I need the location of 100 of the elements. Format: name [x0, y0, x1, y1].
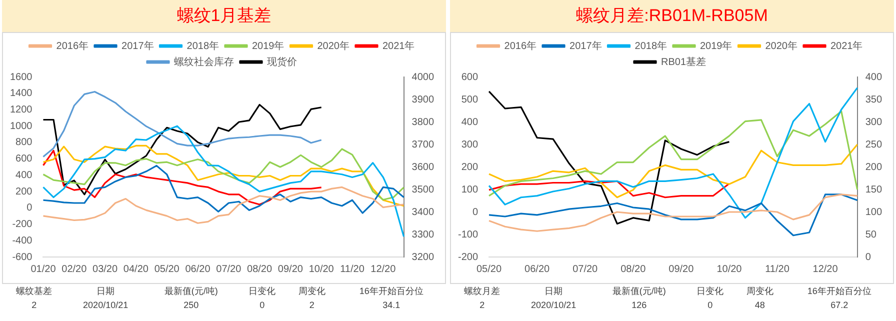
x-tick-label: 06/20: [524, 264, 550, 275]
y-tick-label: 100: [461, 184, 478, 196]
y-tick-label: 1000: [10, 120, 33, 132]
x-tick-label: 10/20: [308, 264, 334, 275]
y-tick-label: 600: [461, 72, 478, 83]
legend-label: 2019年: [252, 40, 284, 52]
y2-tick-label: 3900: [412, 94, 434, 106]
legend-label: 2016年: [56, 40, 89, 52]
y-tick-label: -200: [458, 252, 478, 263]
y2-tick-label: 300: [865, 116, 882, 128]
y-tick-label: 500: [461, 94, 478, 106]
text: 2: [30, 299, 38, 311]
x-tick-label: 05/20: [154, 264, 180, 275]
y-tick-label: 400: [16, 170, 33, 181]
text: 日期: [96, 285, 116, 298]
y-tick-label: 0: [26, 202, 33, 214]
text: 最新值(元/吨): [611, 285, 667, 298]
x-tick-label: 06/20: [185, 264, 211, 275]
x-tick-label: 08/20: [247, 264, 272, 275]
chart-title: 螺纹月差:RB01M-RB05M: [450, 0, 894, 32]
text: 126: [630, 299, 648, 311]
legend-label: 2021年: [382, 40, 415, 52]
y2-tick-label: 400: [865, 72, 882, 83]
text: 日期: [544, 285, 564, 298]
y2-tick-label: 3700: [412, 139, 434, 150]
y-tick-label: 800: [16, 137, 33, 148]
text: 2: [478, 299, 486, 311]
legend-label: 2018年: [186, 40, 220, 52]
text: 16年开始百分位: [806, 285, 872, 298]
y2-tick-label: 0: [865, 252, 872, 263]
text: 67.2: [830, 299, 850, 311]
y-tick-label: 1400: [10, 88, 33, 100]
text: 0: [258, 299, 266, 311]
x-tick-label: 10/20: [716, 264, 742, 275]
text: 0: [706, 299, 714, 311]
text: 螺纹基差: [15, 285, 54, 298]
x-tick-label: 09/20: [668, 264, 694, 275]
y-tick-label: 0: [472, 206, 478, 218]
y2-tick-label: 3600: [412, 162, 434, 173]
text: 34.1: [382, 299, 402, 311]
x-tick-label: 07/20: [572, 264, 598, 275]
legend-label: 现货价: [267, 56, 297, 68]
y-tick-label: 1200: [10, 104, 33, 116]
y-tick-label: 300: [461, 139, 478, 150]
y-tick-label: 400: [461, 116, 478, 128]
legend-label: 2016年: [504, 40, 537, 52]
y-tick-label: 600: [16, 154, 33, 165]
y-tick-label: -600: [12, 252, 33, 263]
y2-tick-label: 3500: [412, 184, 434, 196]
x-tick-label: 12/20: [370, 264, 396, 275]
text: 最新值(元/吨): [163, 285, 219, 298]
text: 2020/10/21: [82, 299, 130, 311]
text: 日变化: [248, 285, 277, 298]
y2-tick-label: 3200: [412, 252, 434, 263]
x-tick-label: 03/20: [92, 264, 118, 275]
text: 2020/10/21: [530, 299, 578, 311]
text: 250: [182, 299, 200, 311]
legend-label: 2020年: [765, 40, 798, 52]
y-tick-label: -200: [12, 219, 33, 230]
y2-tick-label: 3800: [412, 116, 434, 128]
y-tick-label: -400: [12, 235, 33, 246]
x-tick-label: 11/20: [765, 264, 790, 275]
text: 周变化: [297, 285, 326, 298]
x-tick-label: 05/20: [476, 264, 502, 275]
legend-label: 2021年: [830, 40, 863, 52]
y2-tick-label: 200: [865, 162, 882, 173]
legend-label: 2017年: [122, 40, 154, 52]
y-tick-label: 200: [461, 162, 478, 173]
x-tick-label: 11/20: [340, 264, 365, 275]
text: 螺纹月差: [463, 285, 502, 298]
x-tick-label: 08/20: [620, 264, 646, 275]
y2-tick-label: 3400: [412, 206, 434, 218]
y2-tick-label: 50: [865, 229, 877, 240]
y2-tick-label: 3300: [412, 229, 434, 240]
legend-label: 2020年: [317, 40, 350, 52]
x-tick-label: 04/20: [123, 264, 149, 275]
y2-tick-label: 150: [865, 184, 882, 196]
chart-title: 螺纹1月基差: [2, 0, 446, 32]
y-tick-label: -100: [458, 229, 478, 240]
text: 周变化: [745, 285, 774, 298]
text: 16年开始百分位: [358, 285, 424, 298]
x-tick-label: 01/20: [30, 264, 56, 275]
text: 日变化: [696, 285, 725, 298]
legend-label: 螺纹社会库存: [174, 56, 234, 68]
legend-label: 2018年: [634, 40, 668, 52]
legend-label: 2017年: [570, 40, 602, 52]
y2-tick-label: 250: [865, 139, 882, 150]
legend-label: RB01基差: [660, 56, 706, 68]
text: 2: [308, 299, 316, 311]
y2-tick-label: 4000: [412, 72, 434, 83]
y-tick-label: 1600: [10, 72, 33, 83]
y2-tick-label: 100: [865, 206, 882, 218]
x-tick-label: 07/20: [216, 264, 242, 275]
y-tick-label: 200: [16, 186, 33, 198]
y2-tick-label: 350: [865, 94, 882, 106]
legend-label: 2019年: [700, 40, 732, 52]
x-tick-label: 12/20: [812, 264, 838, 275]
x-tick-label: 02/20: [62, 264, 88, 275]
x-tick-label: 09/20: [278, 264, 304, 275]
text: 48: [754, 299, 766, 311]
